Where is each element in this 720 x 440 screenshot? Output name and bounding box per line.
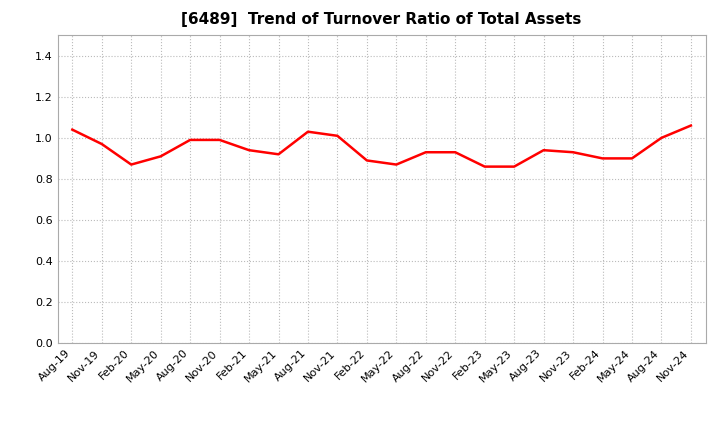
Title: [6489]  Trend of Turnover Ratio of Total Assets: [6489] Trend of Turnover Ratio of Total … (181, 12, 582, 27)
